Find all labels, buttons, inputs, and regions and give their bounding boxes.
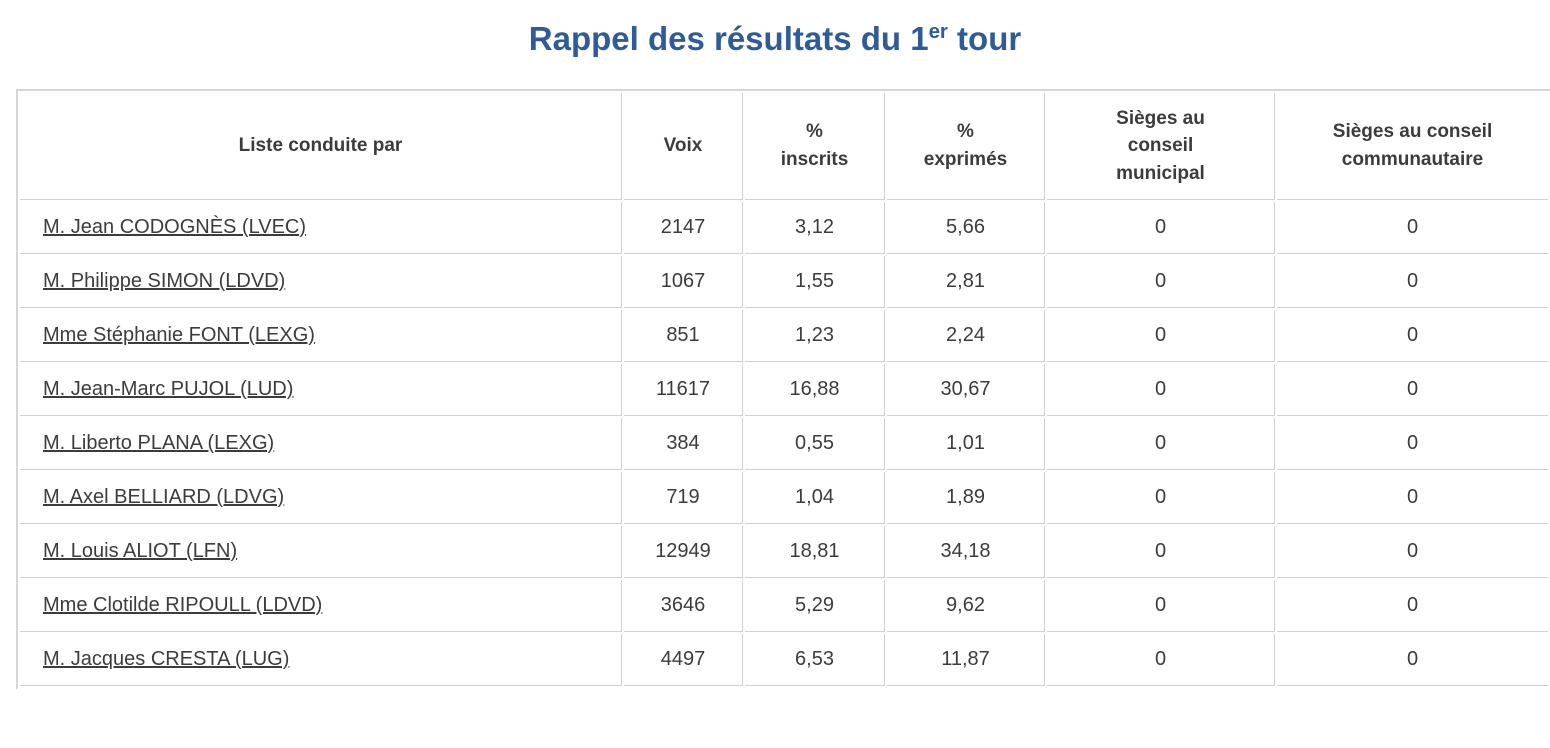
column-header-sieges-municipal: Sièges au conseil municipal xyxy=(1047,93,1275,200)
sieges-municipal-cell: 0 xyxy=(1047,418,1275,470)
table-row: M. Louis ALIOT (LFN) 12949 18,81 34,18 0 0 xyxy=(20,526,1548,578)
candidate-cell: M. Philippe SIMON (LDVD) xyxy=(20,256,622,308)
sieges-communautaire-cell: 0 xyxy=(1277,634,1548,686)
table-row: M. Jacques CRESTA (LUG) 4497 6,53 11,87 0 0 xyxy=(20,634,1548,686)
table-row: M. Jean-Marc PUJOL (LUD) 11617 16,88 30,67 0… xyxy=(20,364,1548,416)
candidate-link[interactable]: Mme Stéphanie FONT (LEXG) xyxy=(43,324,315,346)
results-table-header: Liste conduite par Voix % inscrits % exp… xyxy=(20,93,1548,200)
pct-inscrits-cell: 0,55 xyxy=(745,418,885,470)
voix-cell: 12949 xyxy=(624,526,743,578)
table-row: M. Liberto PLANA (LEXG) 384 0,55 1,01 0 0 xyxy=(20,418,1548,470)
candidate-cell: M. Louis ALIOT (LFN) xyxy=(20,526,622,578)
candidate-cell: M. Jacques CRESTA (LUG) xyxy=(20,634,622,686)
column-header-voix: Voix xyxy=(624,93,743,200)
pct-inscrits-cell: 1,23 xyxy=(745,310,885,362)
pct-inscrits-cell: 16,88 xyxy=(745,364,885,416)
pct-exprimes-cell: 30,67 xyxy=(887,364,1045,416)
candidate-link[interactable]: M. Philippe SIMON (LDVD) xyxy=(43,270,286,292)
sieges-municipal-cell: 0 xyxy=(1047,202,1275,254)
pct-inscrits-cell: 6,53 xyxy=(745,634,885,686)
voix-cell: 2147 xyxy=(624,202,743,254)
sieges-communautaire-cell: 0 xyxy=(1277,580,1548,632)
candidate-link[interactable]: M. Jean CODOGNÈS (LVEC) xyxy=(43,216,307,238)
pct-exprimes-cell: 1,89 xyxy=(887,472,1045,524)
sieges-municipal-cell: 0 xyxy=(1047,580,1275,632)
results-table-body: M. Jean CODOGNÈS (LVEC) 2147 3,12 5,66 0 0 M. … xyxy=(20,202,1548,686)
sieges-communautaire-cell: 0 xyxy=(1277,256,1548,308)
sieges-municipal-cell: 0 xyxy=(1047,310,1275,362)
pct-inscrits-cell: 3,12 xyxy=(745,202,885,254)
pct-exprimes-cell: 2,24 xyxy=(887,310,1045,362)
pct-exprimes-cell: 2,81 xyxy=(887,256,1045,308)
sieges-municipal-cell: 0 xyxy=(1047,364,1275,416)
table-row: M. Axel BELLIARD (LDVG) 719 1,04 1,89 0 0 xyxy=(20,472,1548,524)
candidate-cell: M. Jean CODOGNÈS (LVEC) xyxy=(20,202,622,254)
table-row: Mme Clotilde RIPOULL (LDVD) 3646 5,29 9,62 0… xyxy=(20,580,1548,632)
voix-cell: 4497 xyxy=(624,634,743,686)
candidate-cell: Mme Stéphanie FONT (LEXG) xyxy=(20,310,622,362)
candidate-cell: Mme Clotilde RIPOULL (LDVD) xyxy=(20,580,622,632)
sieges-municipal-cell: 0 xyxy=(1047,634,1275,686)
page-title: Rappel des résultats du 1er tour xyxy=(0,20,1550,58)
voix-cell: 1067 xyxy=(624,256,743,308)
candidate-link[interactable]: M. Liberto PLANA (LEXG) xyxy=(43,432,275,454)
candidate-link[interactable]: M. Louis ALIOT (LFN) xyxy=(43,540,238,562)
sieges-communautaire-cell: 0 xyxy=(1277,526,1548,578)
pct-exprimes-cell: 1,01 xyxy=(887,418,1045,470)
candidate-cell: M. Liberto PLANA (LEXG) xyxy=(20,418,622,470)
voix-cell: 719 xyxy=(624,472,743,524)
page-title-prefix: Rappel des résultats du 1 xyxy=(528,20,929,57)
candidate-cell: M. Jean-Marc PUJOL (LUD) xyxy=(20,364,622,416)
voix-cell: 3646 xyxy=(624,580,743,632)
sieges-communautaire-cell: 0 xyxy=(1277,418,1548,470)
pct-exprimes-cell: 9,62 xyxy=(887,580,1045,632)
candidate-link[interactable]: Mme Clotilde RIPOULL (LDVD) xyxy=(43,594,323,616)
header-row: Liste conduite par Voix % inscrits % exp… xyxy=(20,93,1548,200)
candidate-link[interactable]: M. Jean-Marc PUJOL (LUD) xyxy=(43,378,294,400)
pct-inscrits-cell: 1,55 xyxy=(745,256,885,308)
voix-cell: 384 xyxy=(624,418,743,470)
candidate-link[interactable]: M. Jacques CRESTA (LUG) xyxy=(43,648,290,670)
sieges-municipal-cell: 0 xyxy=(1047,472,1275,524)
voix-cell: 851 xyxy=(624,310,743,362)
page-title-superscript: er xyxy=(928,20,948,43)
pct-inscrits-cell: 5,29 xyxy=(745,580,885,632)
candidate-cell: M. Axel BELLIARD (LDVG) xyxy=(20,472,622,524)
pct-exprimes-cell: 34,18 xyxy=(887,526,1045,578)
sieges-communautaire-cell: 0 xyxy=(1277,364,1548,416)
column-header-pct-inscrits: % inscrits xyxy=(745,93,885,200)
page-title-suffix: tour xyxy=(947,20,1022,57)
column-header-sieges-communautaire: Sièges au conseil communautaire xyxy=(1277,93,1548,200)
sieges-communautaire-cell: 0 xyxy=(1277,202,1548,254)
pct-exprimes-cell: 11,87 xyxy=(887,634,1045,686)
sieges-communautaire-cell: 0 xyxy=(1277,472,1548,524)
table-row: M. Jean CODOGNÈS (LVEC) 2147 3,12 5,66 0 0 xyxy=(20,202,1548,254)
pct-inscrits-cell: 18,81 xyxy=(745,526,885,578)
voix-cell: 11617 xyxy=(624,364,743,416)
pct-inscrits-cell: 1,04 xyxy=(745,472,885,524)
table-row: Mme Stéphanie FONT (LEXG) 851 1,23 2,24 0 0 xyxy=(20,310,1548,362)
column-header-pct-exprimes: % exprimés xyxy=(887,93,1045,200)
pct-exprimes-cell: 5,66 xyxy=(887,202,1045,254)
candidate-link[interactable]: M. Axel BELLIARD (LDVG) xyxy=(43,486,285,508)
sieges-municipal-cell: 0 xyxy=(1047,256,1275,308)
sieges-municipal-cell: 0 xyxy=(1047,526,1275,578)
column-header-liste: Liste conduite par xyxy=(20,93,622,200)
results-table: Liste conduite par Voix % inscrits % exp… xyxy=(16,89,1550,690)
table-row: M. Philippe SIMON (LDVD) 1067 1,55 2,81 0 0 xyxy=(20,256,1548,308)
sieges-communautaire-cell: 0 xyxy=(1277,310,1548,362)
